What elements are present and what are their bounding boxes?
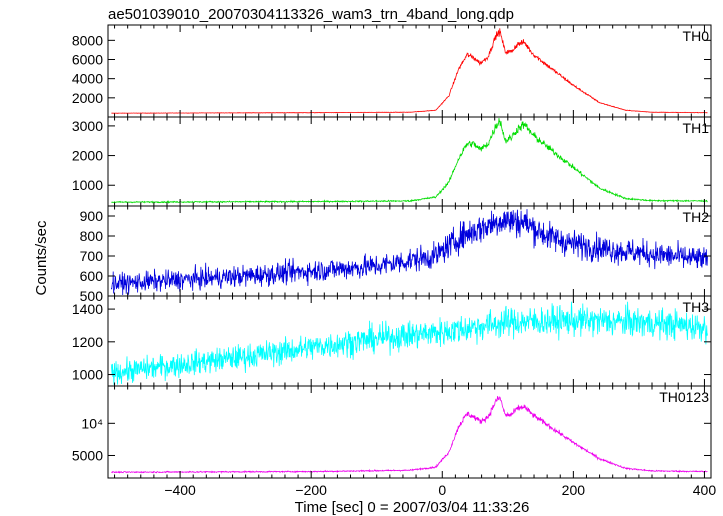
y-tick-label: 2000	[72, 90, 103, 106]
panel-label: TH2	[683, 209, 710, 225]
y-tick-label: 1400	[72, 301, 103, 317]
panel-label: TH1	[683, 120, 710, 136]
y-tick-label: 2000	[72, 148, 103, 164]
panel-th1: 1000 2000 3000 TH1	[72, 116, 712, 207]
y-tick-label: 500	[80, 288, 104, 304]
panel-frame	[107, 24, 712, 118]
y-tick-label: 700	[80, 248, 104, 264]
x-tick-label: −200	[295, 482, 327, 498]
panel-label: TH3	[683, 299, 710, 315]
x-tick-label: 200	[562, 482, 586, 498]
series-line-th0	[111, 28, 708, 114]
series-line-th2	[110, 209, 708, 296]
y-tick-label: 1000	[72, 367, 103, 383]
series-line-th1	[111, 117, 708, 204]
x-tick-label: 400	[693, 482, 717, 498]
panel-frame	[107, 385, 712, 479]
panel-th2: 500 600 700 800 900 TH2	[80, 205, 712, 304]
y-tick-label: 8000	[72, 32, 103, 48]
y-tick-label: 4000	[72, 71, 103, 87]
y-tick-label: 1000	[72, 177, 103, 193]
x-tick-label: −400	[164, 482, 196, 498]
chart-title: ae501039010_20070304113326_wam3_trn_4ban…	[108, 6, 514, 23]
x-axis-label: Time [sec] 0 = 2007/03/04 11:33:26	[295, 499, 530, 516]
panel-frame	[107, 116, 712, 207]
panel-label: TH0123	[659, 389, 709, 405]
x-tick-label: 0	[438, 482, 446, 498]
panel-th0: 2000 4000 6000 8000 TH0	[72, 24, 712, 118]
panel-th0123: 5000 10⁴ TH0123	[72, 385, 712, 479]
y-tick-label: 3000	[72, 118, 103, 134]
panel-label: TH0	[683, 28, 710, 44]
y-tick-label: 600	[80, 268, 104, 284]
series-line-th3	[110, 301, 708, 386]
y-tick-label: 5000	[72, 447, 103, 463]
y-tick-label: 10⁴	[81, 415, 103, 431]
y-axis-label: Counts/sec	[33, 220, 50, 296]
y-tick-label: 6000	[72, 52, 103, 68]
series-line-th0123	[111, 396, 708, 474]
panel-th3: 1000 1200 1400 TH3	[72, 295, 712, 387]
y-tick-label: 800	[80, 228, 104, 244]
y-tick-label: 900	[80, 208, 104, 224]
y-tick-label: 1200	[72, 334, 103, 350]
